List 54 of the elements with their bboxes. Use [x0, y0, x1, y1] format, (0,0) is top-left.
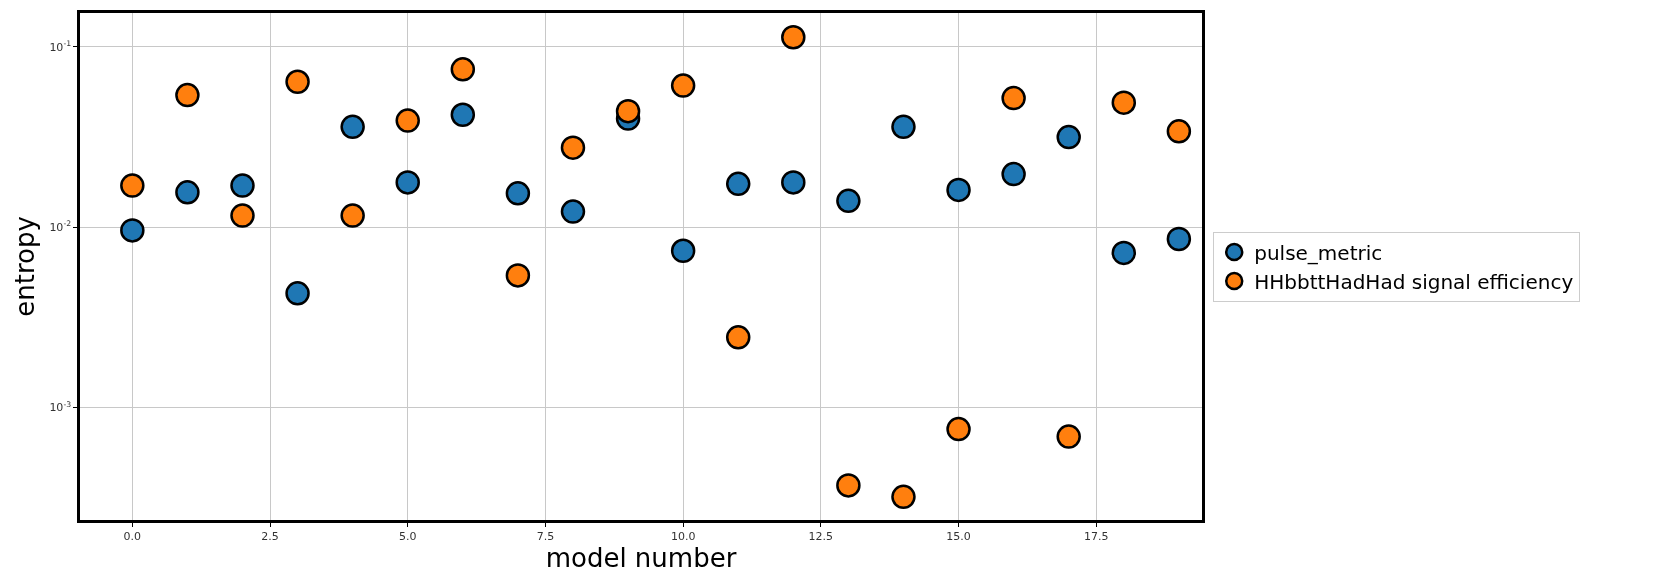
legend-label: HHbbttHadHad signal efficiency: [1254, 269, 1574, 294]
point: [670, 238, 696, 264]
point: [395, 170, 420, 195]
point: [120, 218, 145, 243]
x-tick-label: 2.5: [261, 529, 279, 543]
point: [1111, 240, 1137, 266]
point: [615, 98, 641, 124]
x-tick-label: 17.5: [1083, 529, 1109, 543]
x-tick-label: 5.0: [398, 529, 417, 543]
point: [781, 170, 806, 195]
point: [1111, 90, 1137, 115]
legend-label: pulse_metric: [1254, 240, 1383, 265]
point: [285, 281, 310, 306]
y-tick-label: 10$^{-1}$: [49, 39, 72, 54]
x-tick-label: 0.0: [123, 529, 142, 543]
point: [285, 69, 310, 95]
point: [560, 199, 586, 224]
point: [175, 82, 200, 108]
y-axis-title: entropy: [9, 216, 40, 317]
point: [230, 203, 255, 228]
x-tick-label: 12.5: [808, 529, 834, 543]
x-tick-label: 10.0: [670, 529, 696, 543]
point: [120, 173, 145, 198]
point: [1001, 85, 1026, 111]
point: [1056, 424, 1081, 449]
y-tick-label: 10$^{-3}$: [49, 399, 72, 415]
point: [340, 203, 365, 228]
x-tick-label: 15.0: [946, 529, 971, 543]
x-axis-title: model number: [545, 542, 737, 573]
x-tick-label: 7.5: [536, 529, 555, 543]
point: [1056, 124, 1081, 150]
point: [340, 114, 365, 140]
point: [891, 114, 916, 140]
point: [560, 135, 586, 160]
point: [450, 57, 476, 82]
point: [450, 102, 476, 128]
point: [946, 416, 971, 442]
point: [395, 108, 420, 133]
point: [781, 25, 806, 50]
point: [670, 73, 696, 98]
point: [836, 188, 861, 214]
point: [230, 173, 255, 198]
point: [836, 473, 861, 498]
point: [1001, 161, 1026, 187]
point: [175, 180, 200, 205]
point: [1166, 119, 1192, 144]
point: [505, 263, 531, 288]
point: [891, 484, 916, 510]
point: [505, 181, 531, 206]
point: [946, 177, 971, 203]
point: [725, 171, 751, 197]
point: [1166, 226, 1192, 252]
y-tick-label: 10$^{-2}$: [49, 219, 72, 235]
point: [725, 325, 751, 350]
